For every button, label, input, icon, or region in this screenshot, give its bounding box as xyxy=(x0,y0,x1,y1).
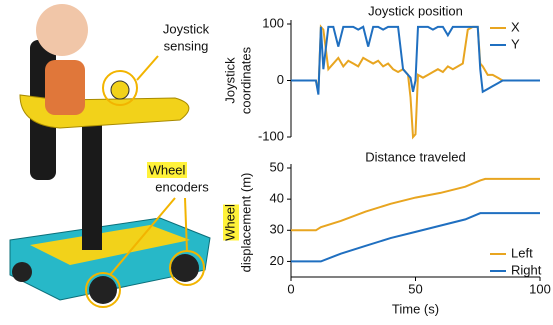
baby-body xyxy=(45,60,85,115)
annotation: encoders xyxy=(155,179,209,194)
y-axis-label-line: Joystick xyxy=(222,57,237,104)
series-line xyxy=(291,27,540,95)
series-line xyxy=(291,179,540,230)
x-tick-label: 0 xyxy=(287,281,294,296)
legend-label: Right xyxy=(511,262,542,277)
legend-label: Y xyxy=(511,36,520,51)
x-axis-label: Time (s) xyxy=(392,301,439,316)
y-tick-label: 30 xyxy=(270,222,284,237)
wheel xyxy=(171,254,199,282)
chart-title: Distance traveled xyxy=(365,149,465,164)
figure: Joystick sensing Wheel encoders Joystick… xyxy=(0,0,553,325)
y-tick-label: 0 xyxy=(277,72,284,87)
y-axis-label-line: displacement (m) xyxy=(238,173,253,273)
y-tick-label: 50 xyxy=(270,159,284,174)
y-tick-label: 40 xyxy=(270,191,284,206)
wheel xyxy=(89,276,117,304)
y-axis-label: Wheel xyxy=(222,204,237,241)
y-axis-label: coordinates xyxy=(238,46,253,114)
y-tick-label: 100 xyxy=(262,15,284,30)
annotation: Joystick xyxy=(163,21,210,36)
y-axis-label-line: Wheel xyxy=(222,204,239,241)
legend-label: X xyxy=(511,19,520,34)
y-axis-label-line: coordinates xyxy=(238,46,253,114)
x-tick-label: 100 xyxy=(529,281,551,296)
annotation: Wheel xyxy=(149,162,186,177)
legend-label: Left xyxy=(511,245,533,260)
y-axis-label: Joystick xyxy=(222,57,237,104)
wheel xyxy=(12,262,32,282)
annotation: sensing xyxy=(164,38,209,53)
walker-photo: Joystick sensing Wheel encoders xyxy=(0,0,250,325)
y-tick-label: -100 xyxy=(258,128,284,143)
y-axis-label: displacement (m) xyxy=(238,173,253,273)
post xyxy=(82,110,102,250)
y-tick-label: 20 xyxy=(270,253,284,268)
baby-head xyxy=(36,4,88,56)
chart-title: Joystick position xyxy=(368,3,463,18)
joystick xyxy=(111,81,129,99)
x-tick-label: 50 xyxy=(408,281,422,296)
